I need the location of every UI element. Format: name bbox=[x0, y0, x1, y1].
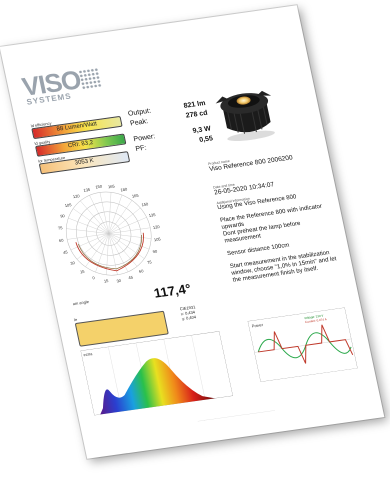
viso-systems-logo: VISO SYSTEMS bbox=[19, 63, 103, 110]
photometric-metrics: Output: 821 lm Peak: 278 cd Power: 9,3 W… bbox=[127, 99, 214, 155]
polar-tick-label: 15 bbox=[79, 269, 85, 275]
polar-distribution-chart: 150 1651801651501351201059075604530150153… bbox=[57, 183, 161, 284]
power-waveform-chart: Power Voltage: 230 V Current: 0,074 A bbox=[247, 307, 358, 382]
polar-spoke bbox=[108, 227, 151, 234]
polar-curve-c0 bbox=[75, 232, 144, 272]
polar-tick-label: 165 bbox=[107, 183, 115, 189]
polar-tick-label: 45 bbox=[128, 275, 134, 281]
polar-spoke bbox=[80, 200, 109, 234]
polar-tick-label: 30 bbox=[70, 260, 76, 266]
cie-y: y: 0,404 bbox=[181, 314, 197, 322]
polar-tick-label: 120 bbox=[72, 193, 80, 199]
spectrum-caption: ectra bbox=[83, 351, 94, 357]
metric-peak-value: 278 cd bbox=[185, 109, 209, 120]
polar-spoke bbox=[108, 217, 147, 234]
current-label: Current: 0,074 A bbox=[305, 317, 327, 324]
metric-pf-label: PF: bbox=[134, 144, 148, 153]
polar-tick-label: 75 bbox=[57, 225, 63, 231]
polar-tick-label: 30 bbox=[116, 278, 122, 284]
polar-tick-label: 150 bbox=[95, 184, 103, 190]
polar-spoke bbox=[108, 233, 129, 272]
polar-tick-label: 135 bbox=[83, 187, 91, 193]
beam-angle-caption: am angle bbox=[72, 299, 90, 307]
polar-tick-label: 105 bbox=[153, 236, 161, 242]
polar-tick-label: 75 bbox=[147, 259, 153, 265]
polar-spoke bbox=[89, 195, 109, 234]
polar-spoke bbox=[108, 207, 141, 234]
polar-curve-c90 bbox=[77, 235, 143, 270]
polar-spoke bbox=[67, 233, 109, 240]
polar-tick-label: 120 bbox=[152, 224, 160, 230]
color-caption: le bbox=[73, 316, 78, 323]
metric-peak-label: Peak: bbox=[129, 118, 149, 128]
voltage-label: Voltage: 230 V bbox=[304, 314, 324, 321]
polar-spoke bbox=[66, 228, 109, 234]
product-info: Product name Viso Reference 800 2006200 … bbox=[207, 142, 345, 285]
polar-tick-label: 150 bbox=[141, 201, 149, 207]
polar-spoke bbox=[108, 233, 145, 259]
polar-tick-label: 90 bbox=[152, 248, 158, 254]
lamp-photo bbox=[215, 90, 275, 141]
polar-spoke bbox=[99, 192, 109, 234]
polar-tick-label: 60 bbox=[58, 237, 64, 243]
polar-tick-label: 180 bbox=[120, 186, 128, 192]
polar-spoke bbox=[70, 233, 109, 251]
cie-coordinates: CIE1931 x: 0,434 y: 0,404 bbox=[179, 304, 198, 321]
measurement-report-sheet: VISO SYSTEMS ld efficiency 88 Lumen/Watt… bbox=[0, 5, 385, 459]
polar-spoke bbox=[108, 233, 152, 239]
power-caption: Power bbox=[251, 322, 264, 329]
polar-spoke bbox=[108, 200, 133, 234]
polar-tick-label: 45 bbox=[63, 249, 69, 255]
beam-angle-value: 117,4° bbox=[152, 280, 193, 301]
current-wave bbox=[258, 324, 354, 364]
polar-spoke bbox=[108, 194, 123, 234]
polar-tick-label: 60 bbox=[138, 268, 144, 274]
polar-tick-label: 165 bbox=[131, 193, 139, 199]
polar-tick-label: 105 bbox=[64, 202, 72, 208]
spectrum-curve bbox=[100, 358, 216, 415]
polar-spoke bbox=[108, 192, 112, 234]
spectrum-chart: ectra bbox=[80, 331, 233, 416]
polar-spoke bbox=[108, 233, 118, 275]
polar-tick-label: 15 bbox=[103, 278, 109, 284]
polar-spoke bbox=[73, 208, 109, 234]
polar-tick-label: 90 bbox=[60, 213, 66, 219]
polar-tick-label: 0 bbox=[92, 275, 96, 280]
polar-spoke bbox=[106, 233, 109, 275]
polar-spoke bbox=[68, 217, 109, 234]
metric-pf-value: 0,55 bbox=[198, 135, 214, 145]
polar-tick-label: 135 bbox=[148, 212, 156, 218]
